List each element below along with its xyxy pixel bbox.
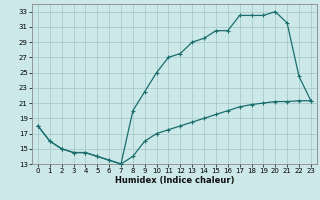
X-axis label: Humidex (Indice chaleur): Humidex (Indice chaleur) [115, 176, 234, 185]
